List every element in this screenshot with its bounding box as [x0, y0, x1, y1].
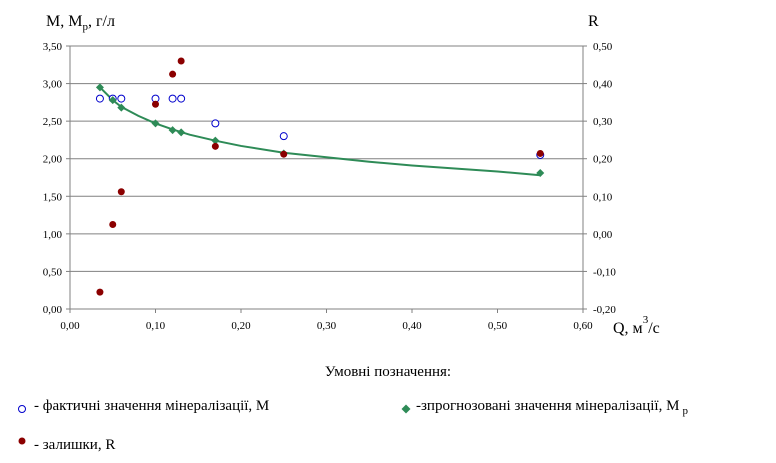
legend-marker-actual: [18, 405, 26, 413]
y-left-tick-label: 2,50: [43, 116, 63, 128]
residual-point: [96, 288, 104, 296]
residual-point: [169, 70, 177, 78]
predicted-point: [108, 96, 117, 105]
y-left-tick-label: 1,50: [43, 191, 63, 203]
actual-point: [177, 94, 186, 103]
residual-point: [536, 149, 544, 157]
x-tick-label: 0,10: [146, 320, 166, 332]
residual-point: [211, 142, 219, 150]
y-right-tick-label: 0,30: [593, 116, 613, 128]
x-tick-label: 0,40: [402, 320, 422, 332]
residual-point: [117, 188, 125, 196]
actual-point: [279, 132, 288, 141]
x-tick-label: 0,00: [60, 320, 80, 332]
legend-label-predicted: -зпрогнозовані значення мінералізації, М…: [416, 398, 688, 417]
predicted-point: [117, 103, 126, 112]
residual-point: [152, 100, 159, 108]
y-right-tick-label: 0,00: [593, 229, 613, 241]
plot-area: [69, 45, 584, 310]
y-right-tick-label: -0,10: [593, 266, 616, 278]
y-left-tick-label: 0,50: [43, 266, 63, 278]
actual-point: [95, 94, 104, 103]
actual-point: [168, 94, 177, 103]
legend-label-actual: - фактичні значення мінералізації, М: [34, 398, 270, 414]
legend-title: Умовні позначення:: [324, 364, 452, 380]
x-axis-label: Q, м3/с: [613, 314, 660, 337]
legend-marker-predicted: [401, 404, 411, 414]
y-left-tick-label: 3,00: [43, 79, 63, 91]
y-right-tick-label: 0,10: [593, 191, 613, 203]
legend-label-residuals: - залишки, R: [34, 437, 116, 453]
legend-marker-residuals: [18, 437, 26, 445]
predicted-point: [168, 126, 177, 135]
y-left-tick-label: 3,50: [43, 41, 63, 53]
x-tick-label: 0,60: [573, 320, 593, 332]
predicted-point: [536, 168, 545, 177]
y-right-axis-label: R: [588, 13, 599, 30]
residual-point: [109, 220, 117, 228]
predicted-point: [177, 128, 186, 137]
y-left-axis-label: M, Mp, г/л: [46, 13, 115, 33]
y-left-tick-label: 1,00: [43, 229, 63, 241]
y-right-tick-label: 0,40: [593, 79, 613, 91]
predicted-point: [95, 83, 104, 92]
trend-line: [99, 86, 541, 177]
actual-point: [117, 94, 126, 103]
gridlines: [70, 83, 583, 272]
y-right-tick-label: 0,20: [593, 154, 613, 166]
residual-point: [280, 150, 288, 158]
y-left-tick-label: 0,00: [43, 304, 63, 316]
x-tick-label: 0,30: [317, 320, 337, 332]
residual-point: [177, 57, 185, 65]
actual-point: [211, 119, 220, 128]
predicted-point: [211, 136, 220, 145]
y-left-tick-label: 2,00: [43, 154, 63, 166]
x-tick-label: 0,50: [488, 320, 508, 332]
trend-curve: [99, 86, 541, 177]
x-tick-label: 0,20: [231, 320, 251, 332]
y-right-tick-label: -0,20: [593, 304, 616, 316]
data-marks: [95, 57, 545, 296]
y-right-tick-label: 0,50: [593, 41, 613, 53]
predicted-point: [151, 119, 160, 128]
axes: 0,00 0,50 1,00 1,50 2,00 2,50 3,00 3,50 -0,20 -0,…: [43, 41, 617, 332]
